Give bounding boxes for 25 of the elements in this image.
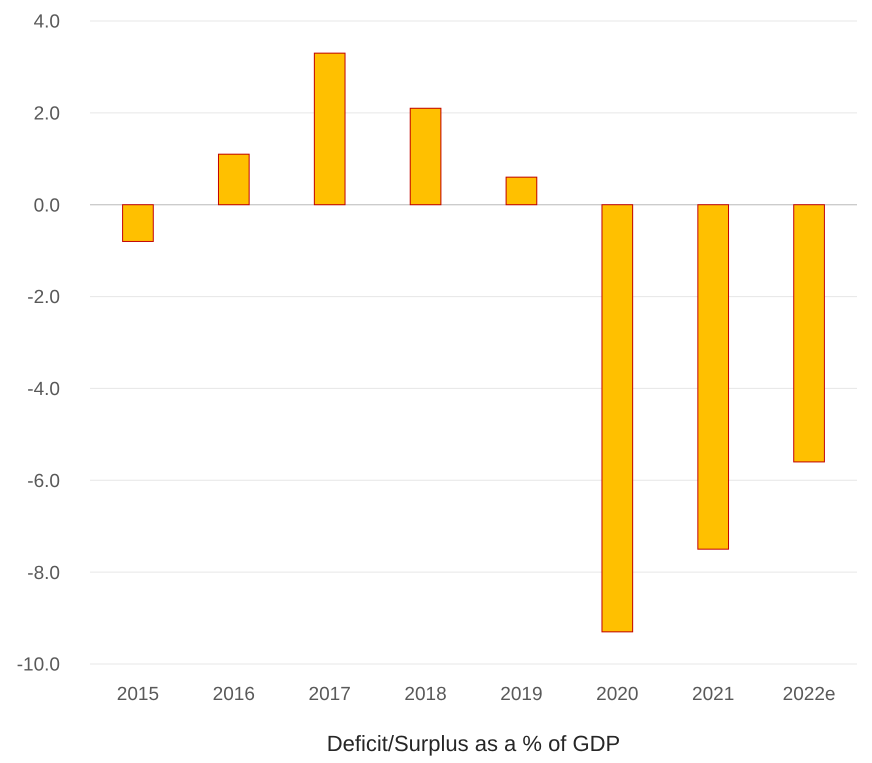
bar [314,52,346,206]
y-tick-label: 4.0 [34,12,60,33]
y-tick-label: -2.0 [27,287,60,308]
x-tick-label: 2019 [500,684,543,705]
bar [122,204,154,242]
bar [218,154,250,206]
x-tick-label: 2020 [596,684,638,705]
x-tick-label: 2017 [308,684,351,705]
bar [506,176,538,206]
bar [793,204,825,462]
bar [601,204,634,632]
y-tick-label: 0.0 [34,195,60,216]
bar [410,108,442,206]
y-tick-label: -4.0 [27,379,60,400]
y-tick-label: -8.0 [27,562,60,584]
x-tick-label: 2015 [116,684,160,705]
x-tick-label: 2021 [692,684,734,705]
y-tick-label: -10.0 [16,654,60,676]
x-axis-title: Deficit/Surplus as a % of GDP [326,731,620,756]
x-tick-label: 2016 [212,684,255,705]
y-tick-label: -6.0 [27,470,60,492]
x-tick-label: 2022e [782,684,836,705]
y-tick-label: 2.0 [34,104,60,125]
x-tick-label: 2018 [404,684,447,705]
bar [697,204,730,550]
